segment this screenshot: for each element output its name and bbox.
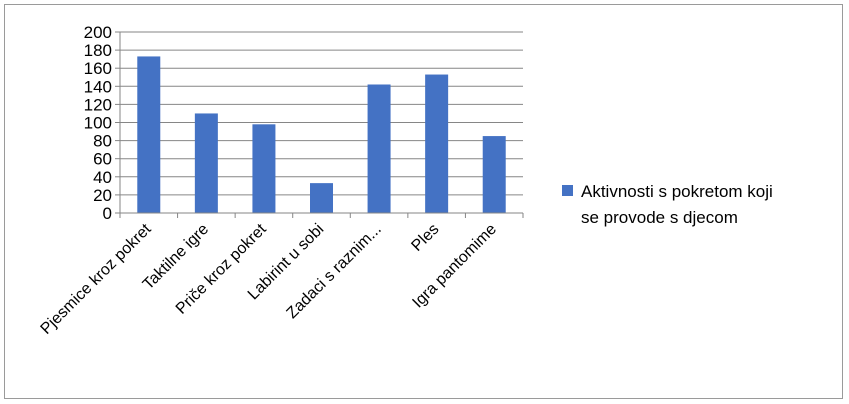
bar (482, 136, 506, 213)
bar (194, 113, 218, 213)
y-tick-label: 200 (84, 23, 112, 42)
x-tick-label: Pjesmice kroz pokret (38, 220, 155, 337)
bar (137, 56, 161, 214)
legend: Aktivnosti s pokretom koji se provode s … (562, 182, 773, 227)
y-tick-label: 160 (84, 59, 112, 78)
chart-frame: 0 20 40 60 80 100 120 140 160 180 200 Pjesmice kro… (4, 4, 843, 399)
legend-label-line-1: Aktivnosti s pokretom koji (581, 182, 773, 201)
y-tick-label: 120 (84, 95, 112, 114)
y-tick-label: 0 (103, 204, 112, 223)
y-tick-label: 180 (84, 41, 112, 60)
bars (137, 56, 506, 214)
y-tick-label: 140 (84, 77, 112, 96)
bar (310, 183, 333, 213)
y-tick-label: 80 (93, 132, 112, 151)
gridlines (120, 31, 523, 196)
y-tick-label: 60 (93, 150, 112, 169)
x-tick-label: Ples (408, 221, 442, 255)
legend-label-line-2: se provode s djecom (581, 208, 738, 227)
legend-swatch (562, 185, 573, 196)
bar (252, 124, 276, 213)
y-tick-label: 100 (84, 114, 112, 133)
y-tick-label: 20 (93, 186, 112, 205)
bar (425, 74, 449, 213)
bar (367, 84, 391, 214)
y-tick-label: 40 (93, 168, 112, 187)
